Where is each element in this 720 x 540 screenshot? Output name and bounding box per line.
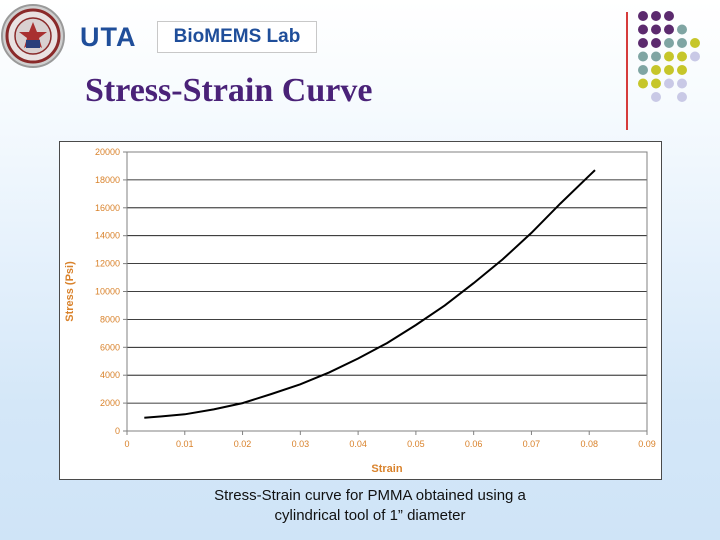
y-tick-label: 2000	[100, 398, 120, 408]
decor-dot	[677, 24, 687, 35]
decor-dot	[651, 65, 661, 75]
decor-dot	[651, 11, 661, 21]
x-axis-title: Strain	[371, 463, 402, 475]
decor-dot	[651, 51, 661, 62]
x-tick-label: 0	[124, 439, 129, 449]
divider-line	[626, 12, 628, 130]
y-tick-label: 20000	[95, 147, 120, 157]
y-axis-title: Stress (Psi)	[64, 261, 76, 322]
x-tick-label: 0.03	[292, 439, 310, 449]
decor-dot	[664, 51, 674, 62]
y-tick-label: 0	[115, 426, 120, 436]
decor-dot	[638, 65, 648, 75]
decor-dot	[651, 78, 661, 89]
page-title: Stress-Strain Curve	[85, 72, 373, 109]
x-tick-label: 0.07	[523, 439, 541, 449]
caption-line-2: cylindrical tool of 1” diameter	[274, 507, 466, 524]
x-tick-label: 0.01	[176, 439, 194, 449]
decor-dot	[690, 38, 700, 48]
decorative-dot-grid	[638, 11, 700, 102]
decor-dot	[677, 38, 687, 48]
x-axis-ticks: 0 0.01 0.02 0.03 0.04 0.05 0.06 0.07 0.08 0.09	[124, 431, 656, 449]
y-axis-ticks: 0 2000 4000 6000 8000 10000 12000 14000 16000 180…	[95, 147, 127, 436]
decor-dot	[664, 24, 674, 35]
stress-strain-chart: 0 2000 4000 6000 8000 10000 12000 14000 16000 180…	[59, 141, 662, 480]
x-tick-label: 0.04	[349, 439, 367, 449]
lab-logo: BioMEMS Lab	[157, 21, 317, 53]
university-seal	[1, 4, 65, 68]
decor-dot	[638, 78, 648, 89]
decor-dot	[664, 11, 674, 21]
decor-dot	[651, 24, 661, 35]
decor-dot	[664, 65, 674, 75]
x-tick-label: 0.06	[465, 439, 483, 449]
decor-dot	[677, 92, 687, 102]
y-tick-label: 18000	[95, 175, 120, 185]
decor-dot	[677, 51, 687, 62]
figure-caption: Stress-Strain curve for PMMA obtained us…	[160, 486, 580, 526]
y-tick-label: 12000	[95, 259, 120, 269]
y-tick-label: 4000	[100, 370, 120, 380]
decor-dot	[651, 92, 661, 102]
caption-line-1: Stress-Strain curve for PMMA obtained us…	[214, 487, 526, 504]
x-tick-label: 0.02	[234, 439, 252, 449]
decor-dot	[651, 38, 661, 48]
lab-name: BioMEMS Lab	[173, 26, 301, 47]
y-tick-label: 14000	[95, 231, 120, 241]
decor-dot	[690, 51, 700, 62]
x-tick-label: 0.09	[638, 439, 656, 449]
y-tick-label: 16000	[95, 203, 120, 213]
x-tick-label: 0.05	[407, 439, 425, 449]
y-tick-label: 8000	[100, 314, 120, 324]
decor-dot	[638, 11, 648, 21]
chart-svg: 0 2000 4000 6000 8000 10000 12000 14000 16000 180…	[64, 147, 656, 475]
decor-dot	[677, 65, 687, 75]
uta-logo: UTA	[80, 20, 158, 54]
decor-dot	[664, 78, 674, 89]
decor-dot	[664, 38, 674, 48]
decor-dot	[677, 78, 687, 89]
decor-dot	[638, 51, 648, 62]
uta-logo-text: UTA	[80, 21, 137, 52]
stress-strain-curve	[144, 169, 596, 419]
y-tick-label: 6000	[100, 342, 120, 352]
x-tick-label: 0.08	[580, 439, 598, 449]
decor-dot	[638, 24, 648, 35]
y-tick-label: 10000	[95, 287, 120, 297]
decor-dot	[638, 38, 648, 48]
